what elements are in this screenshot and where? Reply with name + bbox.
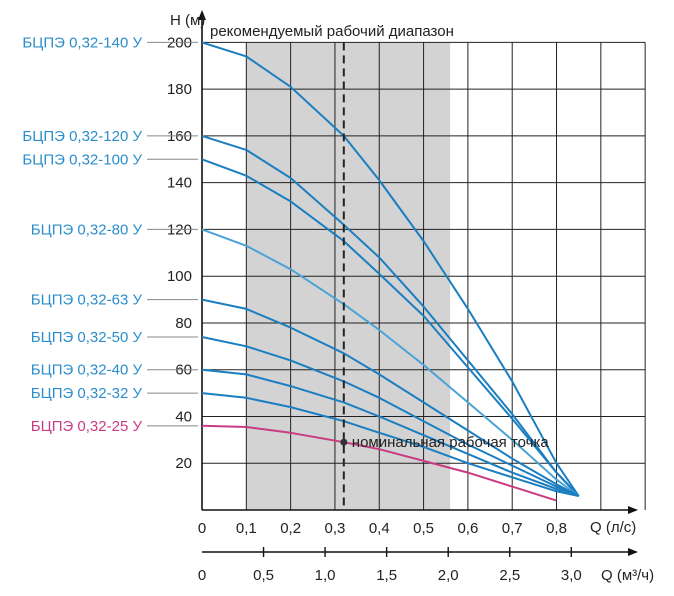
- x2-tick-label: 2,5: [499, 567, 520, 584]
- x-axis-arrow: [628, 506, 638, 514]
- y-tick-label: 180: [167, 81, 192, 98]
- y-axis-arrow: [198, 10, 206, 20]
- y-tick-label: 80: [175, 315, 192, 332]
- series-label: БЦПЭ 0,32-80 У: [31, 221, 143, 238]
- curve-series: [201, 134, 580, 497]
- curve-series: [201, 368, 580, 497]
- series-label: БЦПЭ 0,32-120 У: [22, 128, 142, 145]
- x-tick-label: 0,1: [236, 520, 257, 537]
- curve-series: [201, 298, 580, 497]
- nominal-point-label: номинальная рабочая точка: [352, 434, 550, 451]
- x2-tick-label: 0,5: [253, 567, 274, 584]
- nominal-point-marker: [340, 438, 348, 446]
- x-axis-title: Q (л/с): [590, 519, 636, 536]
- curve-series: [201, 336, 580, 497]
- series-label: БЦПЭ 0,32-63 У: [31, 292, 143, 309]
- x2-axis-title: Q (м³/ч): [601, 567, 654, 584]
- y-tick-label: 20: [175, 455, 192, 472]
- x2-tick-label: 1,0: [315, 567, 336, 584]
- curve-series: [201, 158, 580, 497]
- y-tick-label: 140: [167, 175, 192, 192]
- x2-tick-label: 2,0: [438, 567, 459, 584]
- series-label: БЦПЭ 0,32-40 У: [31, 362, 143, 379]
- series-labels: БЦПЭ 0,32-140 У БЦПЭ 0,32-120 У БЦПЭ 0,32-…: [22, 34, 198, 435]
- series-label: БЦПЭ 0,32-140 У: [22, 34, 142, 51]
- grid: [202, 41, 646, 510]
- x2-tick-label: 1,5: [376, 567, 397, 584]
- x-tick-label: 0,4: [369, 520, 390, 537]
- y-tick-label: 100: [167, 268, 192, 285]
- y-axis-title: H (м): [170, 12, 205, 29]
- curve-series: [201, 392, 579, 497]
- x-tick-label: 0,3: [325, 520, 346, 537]
- x-tick-label: 0: [198, 520, 206, 537]
- curve-series: [201, 228, 580, 497]
- x-tick-label: 0,2: [280, 520, 301, 537]
- series-label: БЦПЭ 0,32-50 У: [31, 329, 143, 346]
- x-tick-label: 0,7: [502, 520, 523, 537]
- series-label: БЦПЭ 0,32-100 У: [22, 151, 142, 168]
- curve-series: [201, 424, 557, 502]
- x2-axis-arrow: [628, 548, 638, 556]
- x2-tick-label: 3,0: [561, 567, 582, 584]
- series-label: БЦПЭ 0,32-25 У: [31, 418, 143, 435]
- recommended-range-label: рекомендуемый рабочий диапазон: [210, 23, 454, 40]
- curve-series: [201, 41, 580, 497]
- x-tick-label: 0,8: [546, 520, 567, 537]
- y-tick-label: 40: [175, 408, 192, 425]
- x-tick-label: 0,6: [457, 520, 478, 537]
- x-tick-label: 0,5: [413, 520, 434, 537]
- curves: [201, 41, 580, 502]
- series-label: БЦПЭ 0,32-32 У: [31, 385, 143, 402]
- x2-tick-label: 0: [198, 567, 206, 584]
